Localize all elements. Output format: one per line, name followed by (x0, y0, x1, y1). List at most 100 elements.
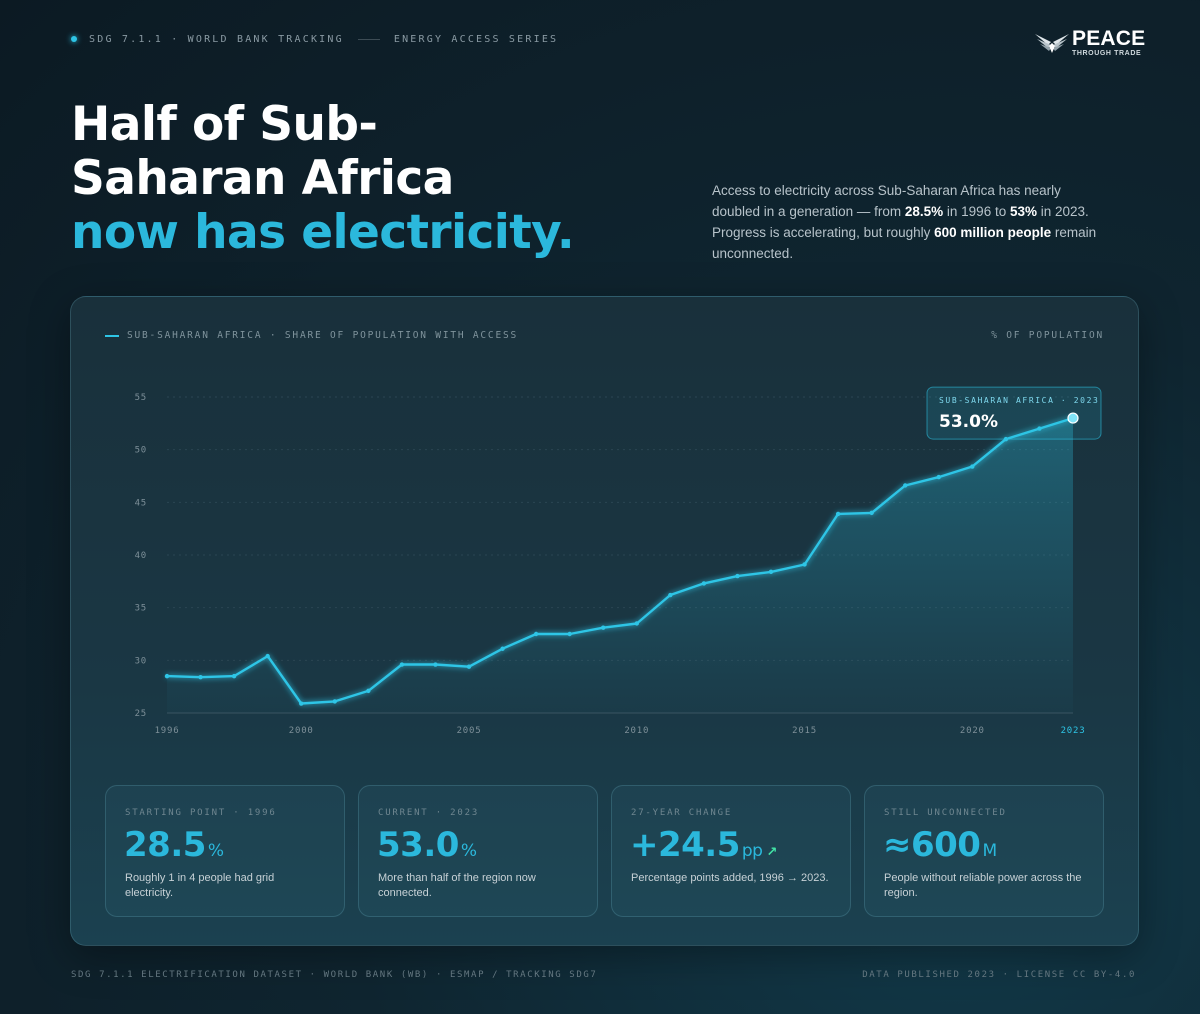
y-tick-label: 55 (135, 393, 147, 403)
stat-label: 27-YEAR CHANGE (631, 808, 733, 818)
headline-line-2: Saharan Africa (71, 151, 454, 206)
stat-description: More than half of the region now connect… (378, 872, 536, 899)
data-point (533, 631, 539, 637)
last-data-point (1067, 412, 1079, 424)
intro-text-2: in 1996 to (943, 204, 1010, 219)
data-point (466, 664, 472, 669)
chart-unit-label: % OF POPULATION (991, 330, 1104, 341)
data-point (198, 674, 203, 680)
footer-license: DATA PUBLISHED 2023 · LICENSE CC BY-4.0 (862, 970, 1136, 980)
x-tick-label: 2005 (457, 726, 482, 736)
chart-card: SUB-SAHARAN AFRICA · SHARE OF POPULATION… (70, 296, 1139, 946)
data-point (701, 581, 707, 586)
data-point (869, 510, 874, 516)
intro-value-current: 53% (1009, 204, 1037, 219)
stat-unit: % (460, 841, 477, 861)
data-point (634, 621, 639, 626)
stat-card-current: CURRENT · 2023 53.0% More than half of t… (358, 785, 598, 917)
stat-number: +24.5 (630, 825, 740, 865)
stat-label: STARTING POINT · 1996 (125, 808, 277, 818)
x-tick-label: 2020 (960, 726, 985, 736)
top-bar: SDG 7.1.1 · WORLD BANK TRACKING ENERGY A… (71, 32, 558, 46)
x-tick-label: 2023 (1061, 726, 1086, 736)
data-point (265, 653, 270, 659)
stat-value: ≈600 M (883, 825, 997, 865)
trend-up-arrow-icon: ↗ (766, 845, 777, 860)
data-point (835, 511, 841, 517)
series-label: ENERGY ACCESS SERIES (393, 33, 559, 45)
data-point (802, 562, 807, 567)
data-point (735, 573, 740, 579)
wings-logo-icon (1035, 33, 1069, 53)
intro-text-4: remain unconnected. (712, 225, 1097, 261)
brand-logo: PEACE THROUGH TRADE (1034, 28, 1145, 57)
stat-value: 28.5% (124, 825, 224, 865)
data-point (500, 646, 505, 651)
logo-subtitle: THROUGH TRADE (1072, 50, 1142, 57)
stat-unit: pp (741, 841, 763, 861)
headline-line-1: Half of Sub- (71, 97, 378, 152)
stat-unit: M (982, 841, 997, 861)
stat-card-change: 27-YEAR CHANGE +24.5 pp ↗ Percentage point… (611, 785, 851, 917)
stat-unit: % (207, 841, 224, 861)
y-tick-label: 30 (135, 656, 147, 666)
x-tick-label: 2010 (624, 726, 649, 736)
stat-card-starting-point: STARTING POINT · 1996 28.5% Roughly 1 in… (105, 785, 345, 917)
tracking-label: SDG 7.1.1 · WORLD BANK TRACKING (89, 33, 344, 45)
data-point (299, 701, 304, 706)
stat-description: People without reliable power across the… (884, 872, 1082, 899)
y-tick-label: 35 (135, 604, 147, 614)
y-tick-label: 50 (135, 446, 147, 456)
x-tick-label: 2015 (792, 726, 817, 736)
data-point (936, 474, 941, 480)
data-point (164, 673, 170, 679)
y-tick-label: 40 (135, 551, 147, 561)
data-point (231, 673, 237, 679)
y-tick-label: 45 (135, 498, 147, 508)
data-point (668, 592, 673, 598)
legend-line-swatch (105, 334, 119, 337)
status-dot-icon (71, 36, 77, 42)
intro-value-start: 28.5% (904, 204, 944, 219)
callout-label: SUB-SAHARAN AFRICA · 2023 (939, 396, 1099, 405)
series-line (165, 416, 1075, 705)
logo-title: PEACE (1072, 27, 1146, 50)
stat-number: 28.5 (124, 825, 206, 865)
intro-value-unconnected: 600 million people (934, 225, 1052, 240)
footer-source: SDG 7.1.1 ELECTRIFICATION DATASET · WORL… (71, 970, 598, 980)
stat-card-unconnected: STILL UNCONNECTED ≈600 M People without r… (864, 785, 1104, 917)
data-point (970, 464, 975, 469)
data-point (903, 483, 908, 488)
data-point (366, 688, 371, 694)
line-chart: 25 30 35 40 45 50 55 1996 2000 2005 2010 2015 2020 20… (135, 386, 1102, 736)
data-point (433, 662, 438, 667)
stat-number: ≈600 (883, 825, 981, 865)
data-point (332, 699, 337, 704)
stat-number: 53.0 (377, 825, 459, 865)
header-separator (357, 38, 380, 40)
intro-text-1: Access to electricity across Sub-Saharan… (712, 183, 1061, 219)
data-point (399, 662, 405, 667)
stat-label: CURRENT · 2023 (378, 808, 480, 818)
data-point (601, 625, 606, 630)
chart-legend: SUB-SAHARAN AFRICA · SHARE OF POPULATION… (105, 330, 518, 341)
data-point (567, 631, 572, 637)
stat-description: Percentage points added, 1996 → 2023. (631, 872, 829, 884)
x-tick-label: 2000 (289, 726, 314, 736)
legend-label: SUB-SAHARAN AFRICA · SHARE OF POPULATION… (127, 330, 519, 341)
intro-paragraph: Access to electricity across Sub-Saharan… (712, 180, 1112, 264)
callout-box (926, 386, 1102, 440)
series-area-fill (167, 418, 1073, 713)
stat-value: 53.0% (377, 825, 477, 865)
stat-label: STILL UNCONNECTED (884, 808, 1007, 818)
y-tick-label: 25 (135, 709, 147, 719)
data-point (768, 569, 774, 575)
x-tick-label: 1996 (155, 726, 180, 736)
data-point (1037, 426, 1042, 431)
page-title: Half of Sub- Saharan Africa now has elec… (71, 97, 575, 260)
headline-line-3: now has electricity. (71, 205, 575, 260)
stat-description: Roughly 1 in 4 people had grid electrici… (125, 872, 275, 899)
stat-value: +24.5 pp ↗ (630, 825, 777, 865)
intro-text-3: in 2023. Progress is accelerating, but r… (712, 204, 1089, 240)
callout-value: 53.0% (939, 412, 998, 432)
